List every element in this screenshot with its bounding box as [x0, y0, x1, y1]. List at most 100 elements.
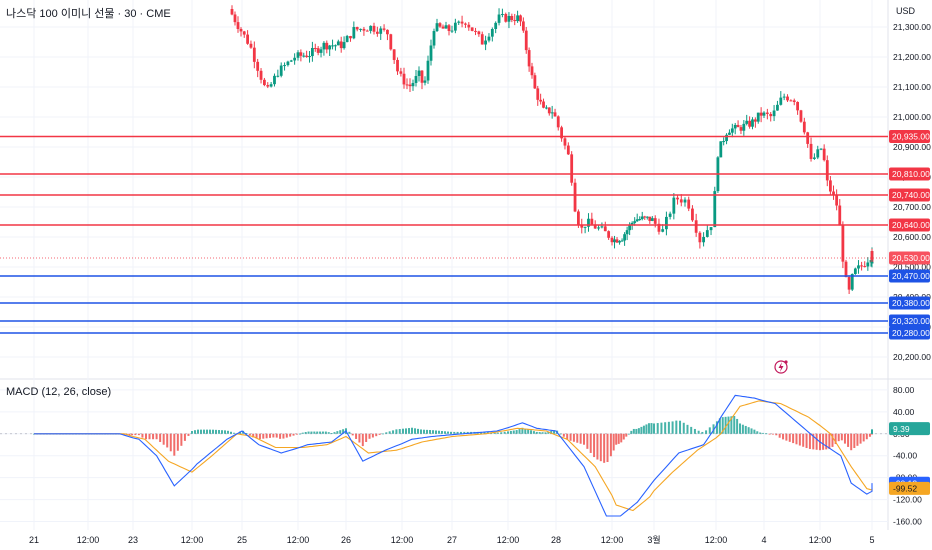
histogram-bar [176, 433, 179, 451]
candle [417, 66, 421, 82]
candle-body [233, 14, 237, 23]
level-tag [889, 296, 930, 310]
candle [536, 85, 540, 106]
histogram-bar [269, 433, 271, 438]
histogram-bar [778, 433, 781, 438]
candle-body [809, 143, 813, 159]
histogram-bar [647, 423, 650, 434]
candle-body [870, 255, 874, 264]
histogram-bar [622, 433, 625, 440]
histogram-value-label: 9.39 [893, 424, 910, 434]
candle-body [345, 36, 349, 43]
histogram-bar [535, 431, 538, 434]
candle [819, 148, 823, 151]
candle [590, 212, 594, 225]
histogram-bar [392, 430, 395, 434]
candle [420, 70, 424, 90]
candle-body [279, 65, 283, 76]
candle-body [524, 30, 528, 51]
candle [615, 237, 619, 244]
candle-body [417, 70, 421, 77]
histogram-bar [230, 431, 232, 434]
candle [467, 22, 471, 31]
candle-body [618, 241, 621, 243]
histogram-bar [812, 433, 815, 450]
histogram-bar [586, 433, 589, 449]
candle [610, 236, 614, 246]
candle [494, 21, 498, 34]
candle [423, 76, 427, 86]
price-tick-label: 20,200.00 [893, 352, 931, 362]
histogram-bar [679, 420, 682, 434]
macd-histogram [33, 416, 873, 463]
histogram-bar [209, 429, 211, 434]
candle-body [813, 157, 816, 159]
histogram-bar [530, 430, 533, 434]
histogram-bar [388, 431, 391, 434]
candle-body [566, 145, 570, 155]
histogram-bar [656, 423, 659, 434]
candle [249, 40, 253, 49]
histogram-bar [593, 433, 596, 458]
candle [328, 44, 332, 56]
candle [325, 40, 329, 54]
histogram-bar [753, 429, 756, 434]
candle-body [850, 274, 854, 290]
candle [822, 144, 826, 162]
candle [550, 105, 554, 119]
histogram-bar [715, 421, 718, 434]
candle-body [316, 48, 320, 53]
candle-body [653, 218, 657, 224]
candle-body [464, 23, 467, 25]
candle-body [587, 218, 590, 227]
histogram-bar [569, 433, 572, 441]
histogram-bar [500, 432, 503, 434]
candle [635, 213, 639, 222]
candle-body [444, 25, 448, 29]
candle [305, 50, 309, 58]
histogram-bar [837, 433, 840, 442]
candle-body [453, 22, 457, 31]
candle-body [819, 148, 823, 150]
candle-body [694, 220, 698, 233]
candle [296, 50, 300, 61]
candle-body [349, 36, 352, 39]
candle [539, 93, 543, 105]
candle-body [816, 149, 820, 158]
histogram-bar [224, 430, 226, 434]
candle-body [560, 127, 563, 139]
candle-body [242, 31, 246, 35]
histogram-bar [378, 433, 381, 435]
candle-body [308, 56, 311, 58]
time-tick-label: 12:00 [809, 535, 832, 545]
histogram-bar [463, 431, 466, 434]
candle-body [519, 15, 522, 22]
histogram-bar [675, 420, 678, 434]
histogram-bar [144, 433, 147, 440]
candle [239, 27, 243, 37]
histogram-bar [348, 431, 351, 434]
histogram-bar [395, 429, 398, 434]
candle-body [573, 182, 577, 212]
candle-body [782, 96, 786, 98]
histogram-bar [411, 427, 413, 434]
level-tag [889, 269, 930, 283]
histogram-bar [180, 433, 183, 446]
candle [322, 41, 326, 56]
histogram-bar [429, 430, 431, 434]
histogram-bar [553, 430, 556, 434]
time-tick-label: 23 [128, 535, 138, 545]
candle [709, 227, 713, 236]
candle-body [547, 107, 551, 114]
histogram-bar [134, 433, 137, 436]
candle [733, 122, 737, 135]
histogram-bar [782, 433, 785, 440]
candle [457, 20, 461, 26]
candle-body [527, 50, 531, 67]
candle [665, 211, 668, 236]
histogram-bar [850, 433, 853, 451]
candle [648, 216, 652, 224]
histogram-bar [408, 428, 410, 434]
candle-body [283, 65, 286, 67]
